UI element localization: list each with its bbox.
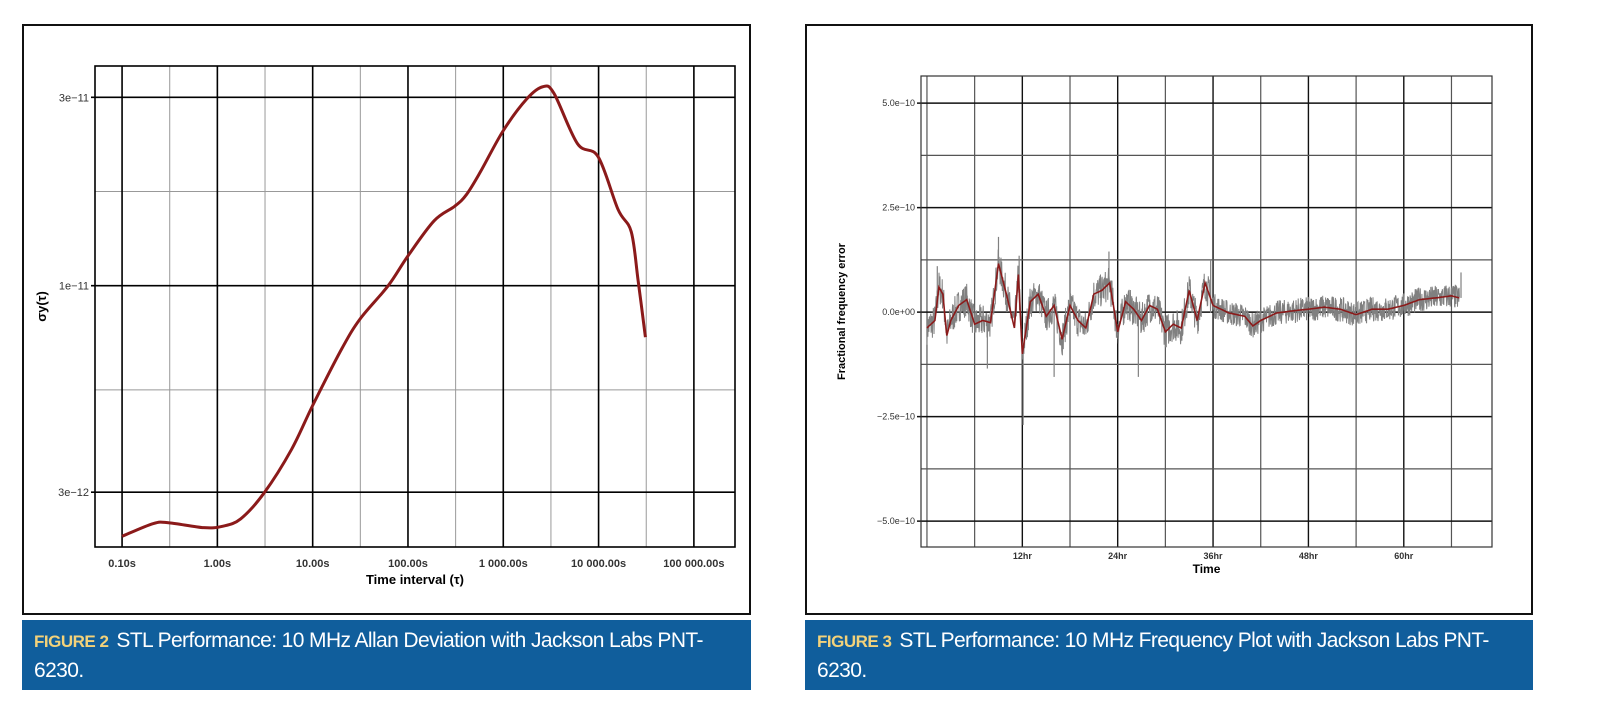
x-tick-label: 100.00s [388, 558, 428, 570]
x-tick-label: 1 000.00s [479, 558, 528, 570]
figure-2-label: FIGURE 2 [34, 632, 109, 651]
x-tick-label: 60hr [1394, 551, 1414, 561]
figure-3-label: FIGURE 3 [817, 632, 892, 651]
figure-2-caption: FIGURE 2 STL Performance: 10 MHz Allan De… [22, 620, 751, 690]
x-tick-label: 100 000.00s [663, 558, 724, 570]
y-tick-label: −2.5e−10 [877, 412, 915, 422]
figure-2-caption-text: STL Performance: 10 MHz Allan Deviation … [34, 629, 703, 682]
frequency-plot-chart: 5.0e−10 2.5e−10 0.0e+00 −2.5e−10 −5.0e−10 12h… [836, 75, 1493, 576]
raw-frequency-trace [926, 249, 1460, 360]
y-tick-label: 3e−11 [59, 92, 89, 104]
y-tick-label: 0.0e+00 [882, 307, 915, 317]
plot-border [920, 75, 1493, 548]
allan-deviation-chart: 0.10s 1.00s 10.00s 100.00s 1 000.00s 10 000.0… [34, 65, 736, 587]
x-tick-label: 0.10s [108, 558, 136, 570]
y-tick-label: −5.0e−10 [877, 516, 915, 526]
plot-border [94, 65, 736, 548]
figure-2-frame: 0.10s 1.00s 10.00s 100.00s 1 000.00s 10 000.0… [22, 24, 751, 615]
y-tick-label: 3e−12 [58, 487, 89, 499]
allan-deviation-curve [121, 84, 647, 538]
y-axis-label: σy(τ) [34, 291, 49, 322]
x-tick-label: 24hr [1108, 551, 1128, 561]
figure-3-caption: FIGURE 3 STL Performance: 10 MHz Frequenc… [805, 620, 1533, 690]
x-tick-label: 12hr [1013, 551, 1033, 561]
x-tick-label: 48hr [1299, 551, 1319, 561]
x-tick-label: 36hr [1204, 551, 1224, 561]
x-tick-label: 10.00s [296, 558, 330, 570]
y-tick-label: 1e−11 [59, 281, 89, 293]
x-tick-label: 10 000.00s [571, 558, 626, 570]
x-tick-label: 1.00s [204, 558, 232, 570]
x-axis-label: Time interval (τ) [366, 572, 464, 587]
y-axis-label: Fractional frequency error [836, 242, 848, 380]
x-axis-label: Time [1193, 562, 1221, 576]
figure-3-frame: 5.0e−10 2.5e−10 0.0e+00 −2.5e−10 −5.0e−10 12h… [805, 24, 1533, 615]
y-tick-label: 2.5e−10 [882, 203, 915, 213]
smoothed-frequency-line [926, 263, 1460, 355]
figure-3-caption-text: STL Performance: 10 MHz Frequency Plot w… [817, 629, 1489, 682]
y-tick-label: 5.0e−10 [882, 98, 915, 108]
